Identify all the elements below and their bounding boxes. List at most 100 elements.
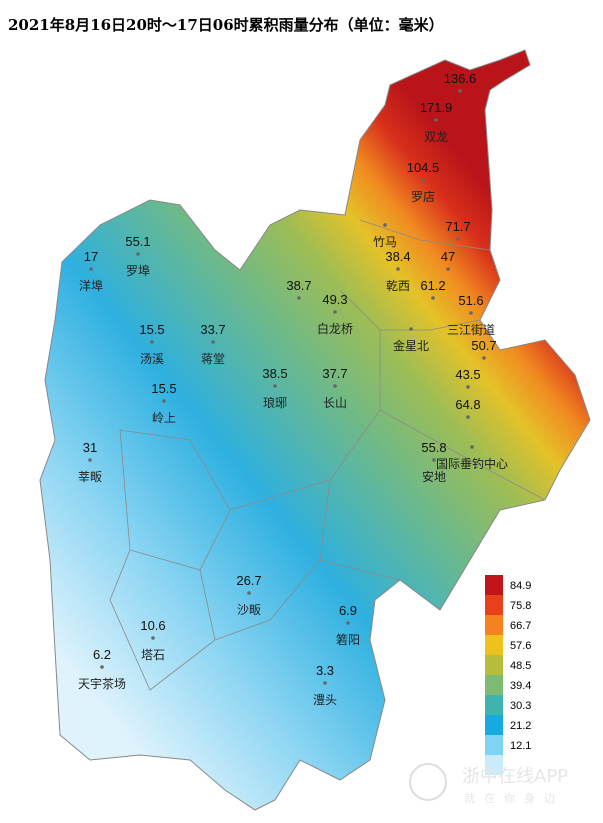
- legend-label: 48.5: [510, 660, 531, 672]
- station-value: 17: [84, 249, 98, 264]
- legend-swatch: [485, 595, 503, 615]
- station-dot: [446, 267, 450, 271]
- station-dot: [421, 178, 425, 182]
- station-dot: [432, 458, 436, 462]
- legend-label: 84.9: [510, 580, 531, 592]
- legend-label: 30.3: [510, 700, 531, 712]
- station-value: 38.4: [385, 249, 410, 264]
- region: [39, 49, 591, 811]
- station-value: 38.5: [262, 366, 287, 381]
- legend-swatch: [485, 755, 503, 775]
- station-dot: [323, 681, 327, 685]
- station-dot: [151, 636, 155, 640]
- station-dot: [89, 267, 93, 271]
- boundaries: [109, 219, 546, 691]
- legend-swatch: [485, 615, 503, 635]
- station-value: 26.7: [236, 573, 261, 588]
- station-value: 61.2: [420, 278, 445, 293]
- station-name: 汤溪: [140, 352, 164, 366]
- station-value: 49.3: [322, 292, 347, 307]
- station-dot: [383, 223, 387, 227]
- legend-swatch: [485, 635, 503, 655]
- station-name: 岭上: [152, 411, 176, 425]
- station-dot: [211, 340, 215, 344]
- station-value: 55.1: [125, 234, 150, 249]
- station-name: 安地: [422, 469, 446, 484]
- station-name: 双龙: [424, 130, 448, 144]
- station-value: 10.6: [140, 618, 165, 633]
- legend-label: 75.8: [510, 600, 531, 612]
- station-value: 51.6: [458, 293, 483, 308]
- station-value: 37.7: [322, 366, 347, 381]
- station-name: 三江街道: [447, 323, 495, 337]
- station-dot: [273, 384, 277, 388]
- station-name: 箬阳: [336, 633, 360, 647]
- station-value: 104.5: [407, 160, 440, 175]
- station-dot: [458, 89, 462, 93]
- station-value: 50.7: [471, 338, 496, 353]
- station-dot: [162, 399, 166, 403]
- station-name: 洋埠: [79, 278, 103, 293]
- title: 2021年8月16日20时～17日06时累积雨量分布（单位：毫米）: [8, 16, 444, 34]
- station-name: 罗店: [411, 190, 435, 204]
- station-name: 长山: [323, 396, 347, 410]
- station-dot: [333, 310, 337, 314]
- legend-label: 12.1: [510, 740, 531, 752]
- station-dot: [100, 665, 104, 669]
- station-value: 15.5: [151, 381, 176, 396]
- station-value: 15.5: [139, 322, 164, 337]
- station-dot: [431, 296, 435, 300]
- station-name: 罗埠: [126, 264, 150, 278]
- station-dot: [396, 267, 400, 271]
- legend-label: 39.4: [510, 680, 531, 692]
- station-name: 塔石: [141, 648, 165, 662]
- legend-label: 21.2: [510, 720, 531, 732]
- station-value: 31: [83, 440, 97, 455]
- station-dot: [470, 445, 474, 449]
- station-value: 71.7: [445, 219, 470, 234]
- station-dot: [333, 384, 337, 388]
- station-value: 47: [441, 249, 455, 264]
- station-dot: [466, 385, 470, 389]
- station-name: 乾西: [386, 279, 410, 293]
- station-value: 6.9: [339, 603, 357, 618]
- station-value: 3.3: [316, 663, 334, 678]
- station-name: 天宇茶场: [78, 676, 126, 691]
- station-value: 38.7: [286, 278, 311, 293]
- legend-swatch: [485, 695, 503, 715]
- station-dot: [482, 356, 486, 360]
- station-name: 白龙桥: [317, 321, 353, 336]
- station-dot: [297, 296, 301, 300]
- watermark-slogan: 就在你身边: [464, 791, 564, 805]
- station-dot: [136, 252, 140, 256]
- legend-label: 57.6: [510, 640, 531, 652]
- legend-label: 66.7: [510, 620, 531, 632]
- station-value: 136.6: [444, 71, 477, 86]
- station-value: 33.7: [200, 322, 225, 337]
- station-name: 沙畈: [237, 603, 261, 617]
- station-value: 6.2: [93, 647, 111, 662]
- station-dot: [456, 237, 460, 241]
- station-value: 64.8: [455, 397, 480, 412]
- watermark-logo: [409, 763, 447, 801]
- station-dot: [434, 118, 438, 122]
- station-dot: [150, 340, 154, 344]
- station-dot: [466, 415, 470, 419]
- station-dot: [346, 621, 350, 625]
- station-value: 171.9: [420, 100, 453, 115]
- station-name: 澧头: [313, 693, 337, 707]
- legend-swatch: [485, 715, 503, 735]
- station-dot: [88, 458, 92, 462]
- station-dot: [409, 327, 413, 331]
- legend-swatch: [485, 575, 503, 595]
- station-value: 55.8: [421, 440, 446, 455]
- station-name: 金星北: [393, 338, 429, 353]
- legend-swatch: [485, 655, 503, 675]
- station-name: 竹马: [373, 235, 397, 249]
- watermark-brand: 浙中在线APP: [462, 766, 568, 787]
- station-dot: [469, 311, 473, 315]
- station-name: 莘畈: [78, 470, 102, 484]
- station-name: 国际垂钓中心: [436, 456, 508, 471]
- station-name: 琅琊: [263, 395, 287, 410]
